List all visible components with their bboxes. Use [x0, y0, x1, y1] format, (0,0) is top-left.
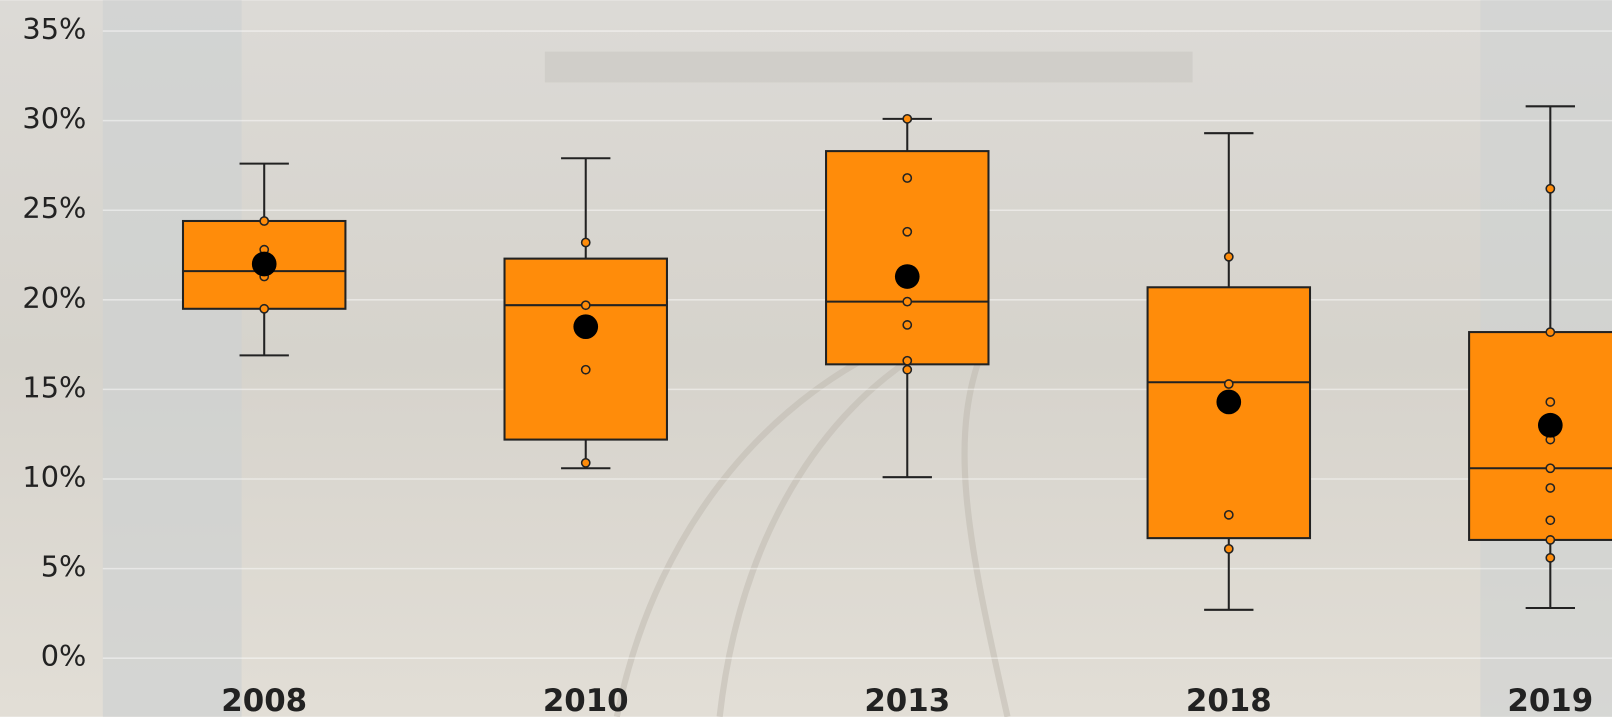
x-tick-label: 2010: [543, 683, 629, 717]
data-point: [580, 457, 591, 468]
data-point: [1545, 463, 1556, 474]
data-point: [1545, 483, 1556, 493]
y-tick-label: 25%: [22, 191, 86, 225]
x-tick-label: 2013: [864, 683, 950, 717]
data-point: [1223, 509, 1234, 520]
data-point: [1545, 552, 1556, 563]
y-tick-label: 15%: [22, 370, 86, 404]
background-pillar: [102, 0, 242, 717]
data-point: [902, 364, 913, 375]
background-beam: [544, 51, 1193, 83]
box: [825, 150, 990, 366]
data-point: [902, 296, 913, 307]
y-tick-label: 35%: [22, 12, 86, 46]
x-tick-label: 2008: [221, 683, 307, 717]
box: [1468, 331, 1612, 541]
data-point: [1545, 327, 1556, 337]
data-point: [902, 320, 913, 330]
data-point: [580, 237, 591, 248]
data-point: [902, 173, 913, 183]
x-tick-label: 2019: [1507, 683, 1593, 717]
y-tick-label: 10%: [22, 460, 86, 494]
data-point: [1545, 183, 1556, 194]
data-point: [902, 113, 913, 124]
mean-marker: [1216, 389, 1242, 415]
data-point: [259, 303, 270, 314]
data-point: [1545, 535, 1556, 545]
data-point: [1223, 543, 1234, 554]
mean-marker: [894, 264, 920, 289]
data-point: [902, 226, 913, 237]
data-point: [580, 364, 591, 375]
data-point: [1545, 397, 1556, 407]
data-point: [902, 355, 913, 366]
data-point: [580, 300, 591, 311]
data-point: [1223, 379, 1234, 389]
data-point: [259, 216, 270, 226]
y-tick-label: 0%: [41, 639, 87, 673]
mean-marker: [573, 314, 599, 340]
data-point: [1545, 515, 1556, 526]
y-tick-label: 5%: [41, 550, 87, 584]
mean-marker: [1537, 412, 1563, 438]
data-point: [1223, 251, 1234, 262]
y-tick-label: 30%: [22, 102, 86, 136]
x-tick-label: 2018: [1186, 683, 1272, 717]
y-tick-label: 20%: [22, 281, 86, 315]
box: [503, 257, 668, 441]
mean-marker: [251, 251, 277, 277]
